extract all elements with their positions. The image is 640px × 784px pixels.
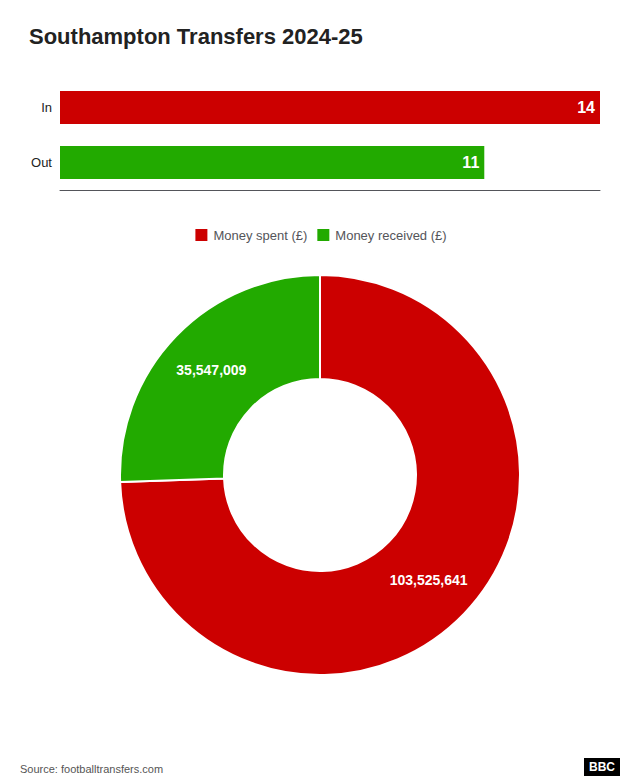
svg-text:Out: Out [31, 155, 52, 170]
svg-text:BBC: BBC [589, 760, 615, 774]
svg-text:14: 14 [577, 99, 595, 116]
svg-text:11: 11 [462, 154, 479, 171]
svg-text:103,525,641: 103,525,641 [390, 572, 468, 588]
svg-text:In: In [41, 100, 52, 115]
svg-text:Source: footballtransfers.com: Source: footballtransfers.com [20, 763, 163, 775]
svg-text:Money spent (£): Money spent (£) [213, 228, 307, 243]
svg-text:35,547,009: 35,547,009 [176, 362, 246, 378]
svg-text:Southampton Transfers 2024-25: Southampton Transfers 2024-25 [29, 24, 363, 49]
svg-text:Money received (£): Money received (£) [335, 228, 446, 243]
